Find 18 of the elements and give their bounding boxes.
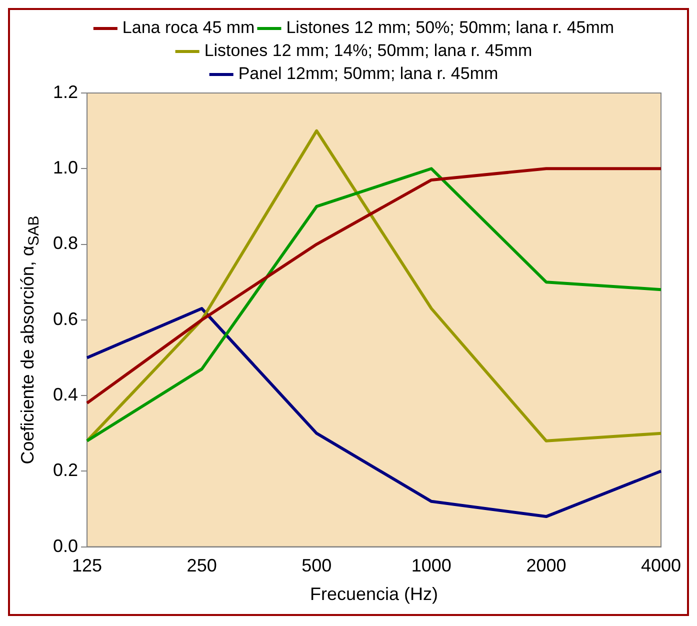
x-tick-label: 1000: [411, 556, 452, 576]
y-tick-label: 1.2: [52, 82, 78, 102]
x-tick-label: 125: [72, 556, 102, 576]
y-tick-label: 1.0: [52, 158, 78, 178]
y-tick-label: 0.8: [52, 233, 78, 254]
x-tick-label: 2000: [526, 556, 566, 576]
y-tick-label: 0.4: [52, 384, 78, 404]
y-tick-label: 0.2: [52, 460, 78, 480]
y-tick-label: 0.0: [52, 536, 78, 556]
legend-label: Panel 12mm; 50mm; lana r. 45mm: [238, 64, 498, 84]
legend-label: Listones 12 mm; 50%; 50mm; lana r. 45mm: [286, 18, 614, 38]
legend-label: Lana roca 45 mm: [122, 18, 255, 38]
y-tick-label: 0.6: [52, 308, 78, 329]
x-tick-label: 500: [302, 556, 332, 576]
x-tick-label: 4000: [640, 556, 682, 576]
x-tick-label: 250: [186, 556, 217, 576]
legend-label: Listones 12 mm; 14%; 50mm; lana r. 45mm: [204, 41, 532, 60]
x-axis-title: Frecuencia (Hz): [310, 584, 438, 604]
